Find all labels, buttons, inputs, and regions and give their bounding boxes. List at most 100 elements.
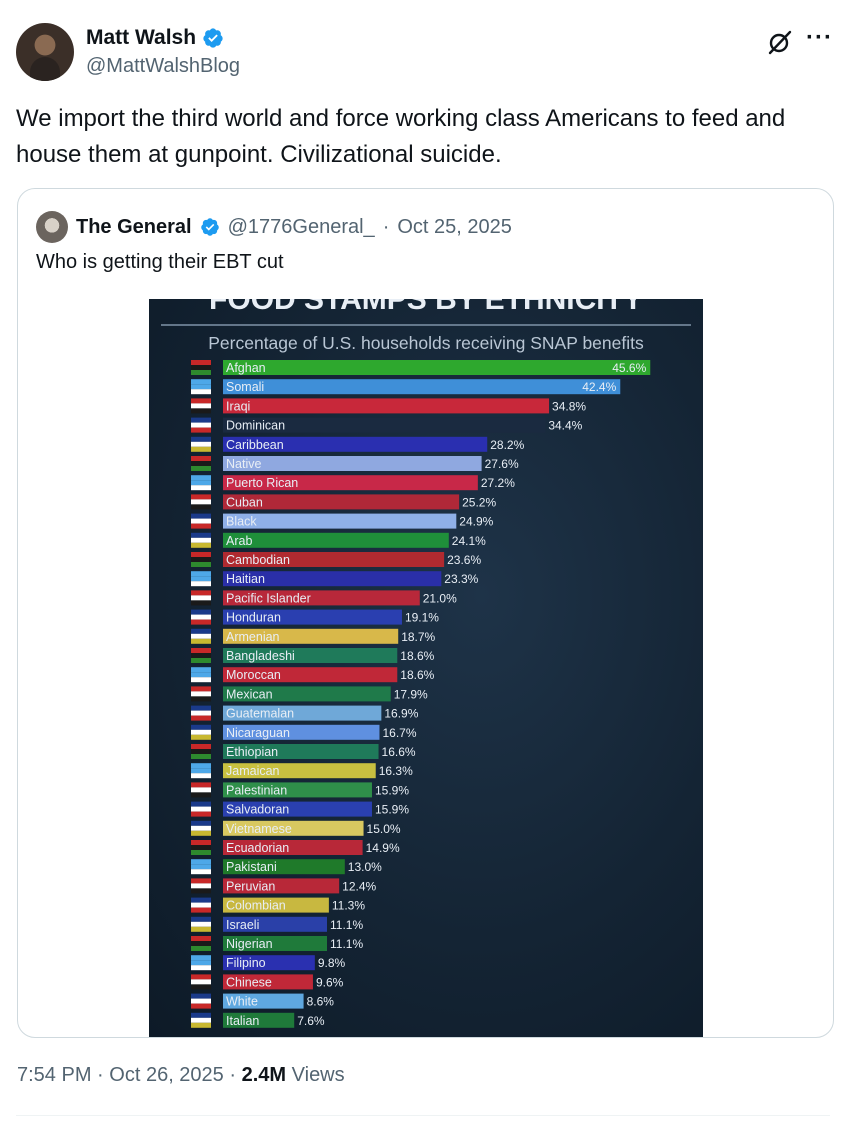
- category-label: Caribbean: [226, 438, 284, 452]
- value-label: 34.4%: [548, 419, 582, 433]
- bar-pakistani: [223, 859, 345, 875]
- quoted-tweet[interactable]: The General @1776General_ · Oct 25, 2025…: [17, 188, 834, 1038]
- flag-icon: [191, 417, 211, 433]
- flag-icon: [191, 1012, 211, 1028]
- flag-icon: [191, 840, 211, 855]
- value-label: 11.1%: [330, 918, 363, 932]
- flag-icon: [191, 897, 211, 913]
- value-label: 14.9%: [366, 841, 400, 855]
- flag-icon: [191, 571, 211, 587]
- bar-ethiopian: [223, 744, 379, 759]
- flag-icon: [191, 513, 211, 529]
- tweet-time[interactable]: 7:54 PM: [17, 1064, 92, 1086]
- flag-icon: [191, 744, 211, 759]
- chart-image[interactable]: FOOD STAMPS BY ETHNICITY Percentage of U…: [149, 299, 703, 1037]
- bar-palestinian: [223, 782, 372, 798]
- grok-icon[interactable]: [766, 28, 794, 56]
- category-label: Nicaraguan: [226, 726, 290, 740]
- flag-icon: [191, 494, 211, 510]
- bar-white: [223, 993, 304, 1009]
- category-label: Honduran: [226, 611, 281, 625]
- category-label: Haitian: [226, 572, 265, 586]
- bar-guatemalan: [223, 705, 382, 721]
- value-label: 15.0%: [367, 822, 401, 836]
- category-label: Cambodian: [226, 553, 290, 567]
- category-label: White: [226, 995, 258, 1009]
- value-label: 16.9%: [384, 707, 418, 721]
- value-label: 16.6%: [382, 745, 416, 759]
- verified-badge-icon: [203, 28, 223, 48]
- value-label: 34.8%: [552, 399, 586, 413]
- flag-icon: [191, 590, 211, 606]
- category-label: Black: [226, 515, 257, 529]
- bar-chinese: [223, 974, 313, 990]
- chart-title: FOOD STAMPS BY ETHNICITY: [209, 299, 643, 316]
- flag-icon: [191, 475, 211, 491]
- bar-pacific-islander: [223, 590, 420, 606]
- category-label: Pakistani: [226, 860, 277, 874]
- value-label: 15.9%: [375, 783, 409, 797]
- tweet-date[interactable]: Oct 26, 2025: [109, 1064, 224, 1086]
- category-label: Iraqi: [226, 399, 250, 413]
- flag-icon: [191, 360, 211, 375]
- bar-colombian: [223, 897, 329, 913]
- flag-icon: [191, 648, 211, 663]
- flag-icon: [191, 974, 211, 990]
- author-avatar[interactable]: [16, 23, 74, 81]
- bar-native: [223, 456, 482, 471]
- flag-icon: [191, 763, 211, 779]
- quoted-text: Who is getting their EBT cut: [36, 251, 284, 273]
- value-label: 21.0%: [423, 591, 457, 605]
- bar-puerto-rican: [223, 475, 478, 491]
- bar-cambodian: [223, 552, 445, 567]
- tweet-text: We import the third world and force work…: [16, 105, 786, 168]
- bar-haitian: [223, 571, 442, 587]
- category-label: Jamaican: [226, 764, 280, 778]
- quoted-handle[interactable]: @1776General_: [227, 215, 375, 238]
- value-label: 19.1%: [405, 611, 439, 625]
- bar-black: [223, 513, 457, 529]
- bar-israeli: [223, 916, 328, 932]
- author-name-row[interactable]: Matt Walsh: [86, 26, 224, 50]
- flag-icon: [191, 379, 211, 395]
- flag-icon: [191, 724, 211, 740]
- category-label: Salvadoran: [226, 803, 289, 817]
- flag-icon: [191, 955, 211, 971]
- flag-icon: [191, 686, 211, 702]
- value-label: 11.1%: [330, 937, 363, 951]
- value-label: 18.6%: [400, 649, 434, 663]
- category-label: Cuban: [226, 495, 263, 509]
- value-label: 9.8%: [318, 956, 346, 970]
- value-label: 16.3%: [379, 764, 413, 778]
- category-label: Italian: [226, 1014, 259, 1028]
- views-count: 2.4M: [241, 1064, 287, 1086]
- value-label: 12.4%: [342, 879, 376, 893]
- flag-icon: [191, 456, 211, 471]
- category-label: Moroccan: [226, 668, 281, 682]
- bar-afghan: [223, 360, 651, 375]
- bar-arab: [223, 532, 449, 548]
- category-label: Somali: [226, 380, 264, 394]
- value-label: 27.2%: [481, 476, 515, 490]
- category-label: Afghan: [226, 361, 266, 375]
- flag-icon: [191, 436, 211, 452]
- flag-icon: [191, 878, 211, 894]
- divider: [16, 1115, 830, 1116]
- quoted-date[interactable]: Oct 25, 2025: [397, 215, 512, 238]
- value-label: 17.9%: [394, 687, 428, 701]
- flag-icon: [191, 916, 211, 932]
- bar-bangladeshi: [223, 648, 398, 663]
- more-options-icon[interactable]: ···: [806, 24, 833, 51]
- quoted-name[interactable]: The General: [76, 215, 192, 238]
- category-label: Filipino: [226, 956, 266, 970]
- flag-icon: [191, 820, 211, 836]
- flag-icon: [191, 667, 211, 683]
- author-handle[interactable]: @MattWalshBlog: [86, 55, 241, 77]
- category-label: Ethiopian: [226, 745, 278, 759]
- category-label: Peruvian: [226, 879, 275, 893]
- value-label: 24.9%: [459, 515, 493, 529]
- author-name[interactable]: Matt Walsh: [86, 26, 197, 49]
- bar-nicaraguan: [223, 724, 380, 740]
- quoted-avatar[interactable]: [36, 211, 68, 243]
- value-label: 13.0%: [348, 860, 382, 874]
